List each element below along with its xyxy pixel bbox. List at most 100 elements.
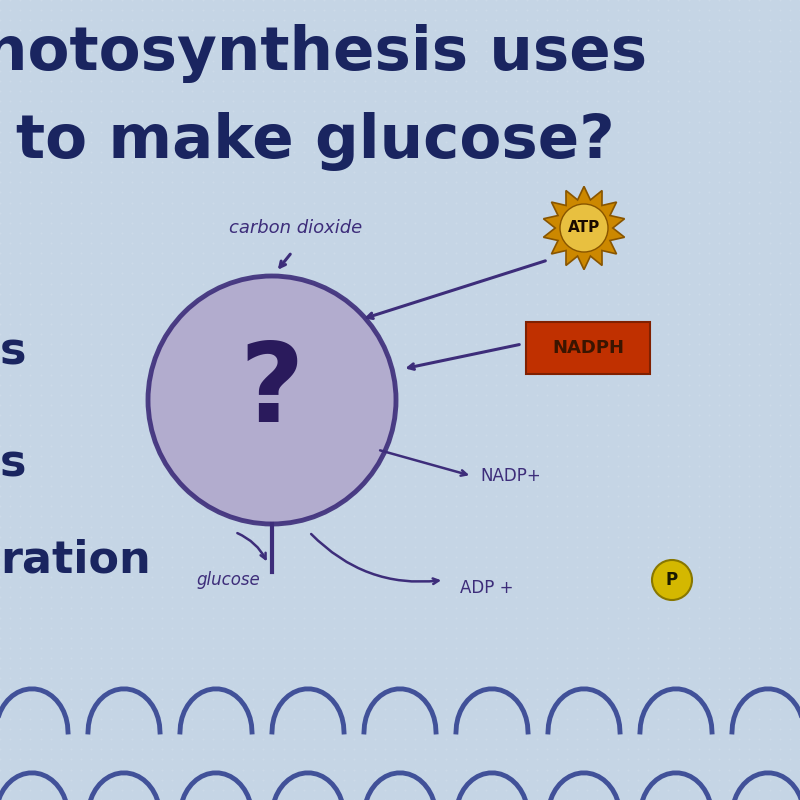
Point bbox=[682, 409, 695, 422]
Point bbox=[520, 328, 533, 341]
Point bbox=[530, 672, 543, 685]
Point bbox=[702, 753, 715, 766]
Point bbox=[490, 196, 502, 209]
Point bbox=[338, 662, 350, 674]
Point bbox=[368, 774, 381, 786]
Point bbox=[794, 257, 800, 270]
Point bbox=[530, 34, 543, 47]
Point bbox=[409, 65, 422, 78]
Point bbox=[237, 95, 250, 108]
Point bbox=[34, 24, 47, 37]
Point bbox=[702, 65, 715, 78]
Point bbox=[571, 358, 584, 371]
Point bbox=[176, 500, 189, 513]
Point bbox=[591, 206, 604, 219]
Point bbox=[682, 652, 695, 665]
Point bbox=[105, 470, 118, 482]
Point bbox=[44, 358, 57, 371]
Point bbox=[652, 672, 665, 685]
Point bbox=[774, 571, 786, 584]
Point bbox=[652, 702, 665, 715]
Point bbox=[186, 105, 199, 118]
Point bbox=[216, 14, 229, 26]
Point bbox=[358, 722, 371, 735]
Point bbox=[774, 216, 786, 229]
Point bbox=[34, 662, 47, 674]
Point bbox=[550, 338, 563, 350]
Point bbox=[135, 246, 148, 259]
Point bbox=[398, 622, 411, 634]
Point bbox=[702, 257, 715, 270]
Point bbox=[480, 672, 493, 685]
Point bbox=[794, 561, 800, 574]
Point bbox=[591, 439, 604, 452]
Point bbox=[328, 450, 341, 462]
Point bbox=[581, 743, 594, 756]
Point bbox=[246, 307, 259, 320]
Point bbox=[65, 520, 78, 533]
Point bbox=[358, 348, 371, 361]
Point bbox=[470, 389, 482, 402]
Point bbox=[126, 783, 138, 796]
Point bbox=[4, 652, 17, 665]
Point bbox=[85, 783, 98, 796]
Point bbox=[652, 126, 665, 138]
Point bbox=[722, 115, 735, 128]
Point bbox=[611, 44, 624, 57]
Point bbox=[571, 450, 584, 462]
Point bbox=[429, 672, 442, 685]
Point bbox=[65, 196, 78, 209]
Point bbox=[642, 74, 654, 87]
Point bbox=[0, 287, 6, 300]
Point bbox=[459, 571, 472, 584]
Point bbox=[135, 652, 148, 665]
Point bbox=[277, 257, 290, 270]
Point bbox=[176, 156, 189, 169]
Point bbox=[783, 146, 796, 158]
Point bbox=[480, 753, 493, 766]
Point bbox=[500, 135, 513, 148]
Point bbox=[277, 115, 290, 128]
Point bbox=[146, 510, 158, 523]
Point bbox=[307, 490, 320, 502]
Point bbox=[166, 692, 178, 705]
Point bbox=[713, 206, 726, 219]
Point bbox=[186, 733, 199, 746]
Point bbox=[459, 541, 472, 554]
Point bbox=[44, 763, 57, 776]
Point bbox=[318, 702, 330, 715]
Point bbox=[328, 166, 341, 178]
Point bbox=[267, 611, 280, 624]
Point bbox=[450, 105, 462, 118]
Point bbox=[44, 267, 57, 280]
Point bbox=[368, 115, 381, 128]
Point bbox=[105, 307, 118, 320]
Point bbox=[105, 429, 118, 442]
Point bbox=[176, 126, 189, 138]
Point bbox=[0, 783, 6, 796]
Point bbox=[692, 429, 705, 442]
Point bbox=[358, 429, 371, 442]
Point bbox=[186, 156, 199, 169]
Point bbox=[65, 126, 78, 138]
Point bbox=[0, 774, 6, 786]
Point bbox=[783, 24, 796, 37]
Point bbox=[622, 237, 634, 250]
Point bbox=[611, 439, 624, 452]
Point bbox=[682, 105, 695, 118]
Point bbox=[206, 500, 219, 513]
Point bbox=[550, 581, 563, 594]
Point bbox=[429, 156, 442, 169]
Point bbox=[216, 510, 229, 523]
Point bbox=[490, 24, 502, 37]
Point bbox=[378, 156, 391, 169]
Point bbox=[389, 682, 402, 695]
Point bbox=[662, 4, 674, 17]
Point bbox=[74, 135, 87, 148]
Point bbox=[85, 267, 98, 280]
Point bbox=[14, 601, 26, 614]
Point bbox=[682, 95, 695, 108]
Point bbox=[246, 774, 259, 786]
Point bbox=[682, 389, 695, 402]
Point bbox=[450, 277, 462, 290]
